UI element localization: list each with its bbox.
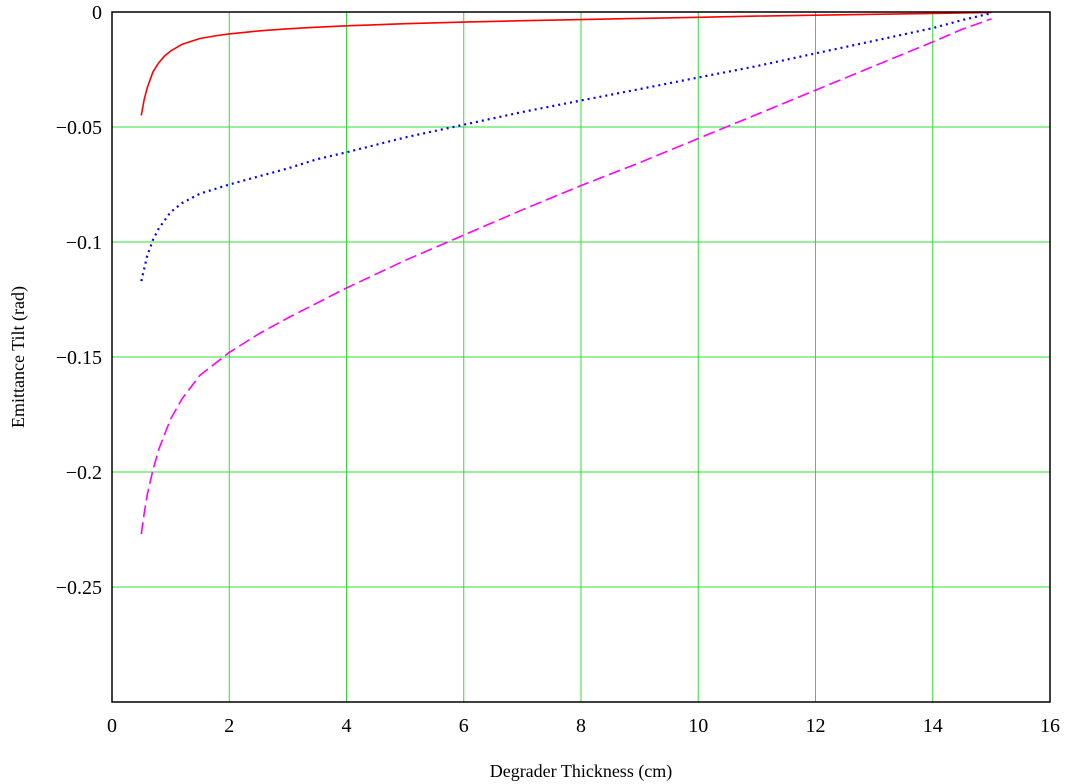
x-tick-label: 10 [688,715,708,737]
y-tick-label: −0.1 [66,232,102,254]
series-line-dashed [140,18,992,535]
series-line-dotted [140,12,992,282]
x-tick-label: 2 [224,715,234,737]
x-tick-labels: 0 2 4 6 8 10 12 14 16 [107,715,1060,737]
grid [112,12,1050,702]
y-tick-label: −0.2 [66,462,102,484]
y-tick-label: −0.25 [56,577,102,599]
y-tick-labels: 0 −0.05 −0.1 −0.15 −0.2 −0.25 [56,2,102,599]
plot-frame [111,11,1051,703]
y-tick-label: 0 [92,2,102,24]
y-tick-label: −0.05 [56,117,102,139]
x-tick-label: 8 [576,715,586,737]
x-tick-label: 16 [1040,715,1060,737]
y-axis-title: Emittance Tilt (rad) [8,286,29,428]
series-line-solid [140,11,992,116]
x-tick-label: 4 [342,715,352,737]
x-tick-label: 12 [806,715,826,737]
x-axis-title: Degrader Thickness (cm) [490,761,673,782]
x-tick-label: 6 [459,715,469,737]
x-tick-label: 14 [923,715,943,737]
y-tick-label: −0.15 [56,347,102,369]
series-group [140,11,992,535]
x-tick-label: 0 [107,715,117,737]
